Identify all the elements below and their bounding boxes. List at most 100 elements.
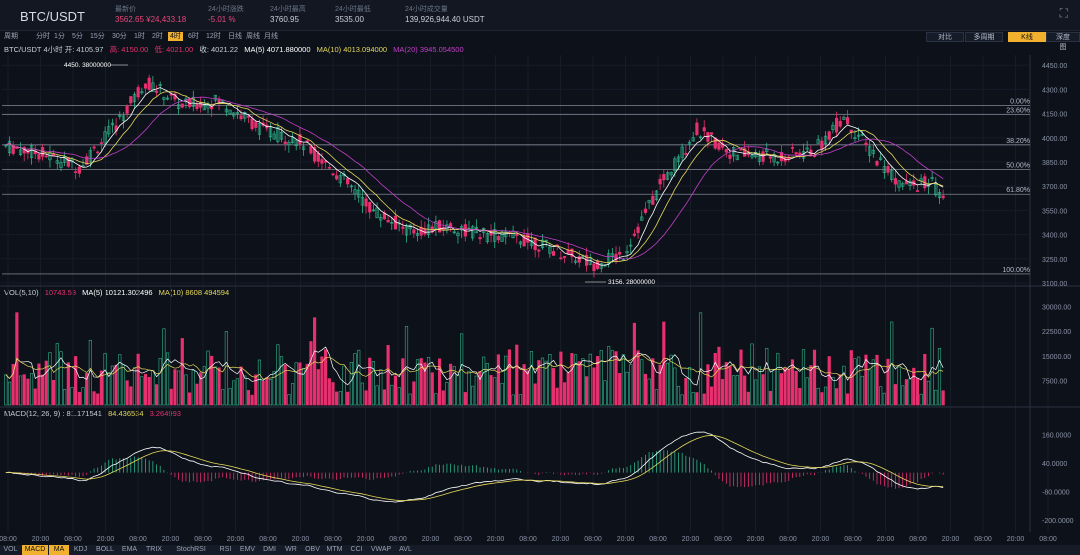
volume-bar <box>621 354 625 406</box>
view-tab-0[interactable]: 对比 <box>926 32 964 42</box>
period-日线[interactable]: 日线 <box>228 33 242 40</box>
time-tick: 08:00 <box>0 536 17 543</box>
volume-bar <box>7 381 12 406</box>
indicator-dmi[interactable]: DMI <box>263 546 276 553</box>
indicator-emv[interactable]: EMV <box>239 546 256 553</box>
stat-label: 最新价 <box>115 6 136 13</box>
indicator-ema[interactable]: EMA <box>121 546 138 553</box>
volume-bar <box>129 386 133 406</box>
indicator-vwap[interactable]: VWAP <box>370 546 392 553</box>
period-周线[interactable]: 周线 <box>246 33 260 40</box>
volume-bar <box>901 385 905 406</box>
candle-body <box>213 94 217 101</box>
time-tick: 08:00 <box>584 536 602 543</box>
volume-bar <box>224 331 228 406</box>
fib-label: 0.00% <box>1010 99 1030 106</box>
volume-bar <box>783 368 787 406</box>
time-tick: 20:00 <box>942 536 960 543</box>
candle-body <box>132 93 137 102</box>
volume-bar <box>537 360 541 406</box>
market-header: BTC/USDT 最新价 3562.65 ¥24,433.18 24小时涨跌 -5.0… <box>0 0 1080 31</box>
period-分时[interactable]: 分时 <box>36 33 50 40</box>
volume-bar <box>474 375 478 406</box>
volume-bar <box>37 363 41 406</box>
volume-bar <box>349 362 353 406</box>
view-tab-2[interactable]: K线 <box>1008 32 1046 42</box>
candle-body <box>676 156 681 162</box>
candle-body <box>353 189 357 195</box>
candle-body <box>544 239 548 242</box>
volume-bar <box>63 389 67 406</box>
indicator-stochrsi[interactable]: StochRSI <box>176 546 206 553</box>
indicator-trix[interactable]: TRIX <box>146 546 162 553</box>
view-tab-1[interactable]: 多周期 <box>965 32 1003 42</box>
volume-bar <box>217 367 221 406</box>
candle-body <box>500 232 504 242</box>
period-1时[interactable]: 1时 <box>134 33 145 40</box>
period-2时[interactable]: 2时 <box>152 33 163 40</box>
volume-bar <box>750 343 754 406</box>
indicator-obv[interactable]: OBV <box>305 546 320 553</box>
indicator-macd[interactable]: MACD <box>22 545 48 555</box>
volume-bar <box>544 360 548 406</box>
indicator-mtm[interactable]: MTM <box>326 546 343 553</box>
period-15分[interactable]: 15分 <box>90 33 105 40</box>
indicator-vol[interactable]: VOL <box>3 546 18 553</box>
volume-bar <box>801 349 806 406</box>
candle-body <box>665 172 670 180</box>
candle-body <box>904 180 908 185</box>
candle-body <box>246 115 251 118</box>
period-6时[interactable]: 6时 <box>188 33 199 40</box>
vol-value: 10743.53 <box>44 288 76 297</box>
candle-body <box>360 196 364 206</box>
period-4时[interactable]: 4时 <box>168 32 183 41</box>
volume-bar <box>346 391 350 406</box>
candle-body <box>445 224 449 230</box>
period-12时[interactable]: 12时 <box>206 33 221 40</box>
volume-bar <box>382 389 387 406</box>
indicator-wr[interactable]: WR <box>285 546 297 553</box>
candle-body <box>426 224 431 236</box>
volume-bar <box>70 387 74 406</box>
indicator-avl[interactable]: AVL <box>399 546 412 553</box>
candle-body <box>669 171 673 176</box>
candle-body <box>537 249 541 252</box>
indicator-ma[interactable]: MA <box>49 545 69 555</box>
volume-bar <box>941 390 945 406</box>
candle-body <box>805 147 809 150</box>
volume-bar <box>180 338 184 406</box>
candle-body <box>625 251 629 254</box>
candle-body <box>710 132 714 135</box>
volume-bar <box>290 383 295 406</box>
volume-bar <box>676 385 681 406</box>
period-label: 周期 <box>4 33 18 40</box>
ma10-line <box>5 91 944 264</box>
period-5分[interactable]: 5分 <box>72 33 83 40</box>
indicator-boll[interactable]: BOLL <box>96 546 114 553</box>
indicator-cci[interactable]: CCI <box>350 546 363 553</box>
period-30分[interactable]: 30分 <box>112 33 127 40</box>
stat-3: 24小时最低 3535.00 <box>335 5 371 25</box>
volume-bar <box>360 382 364 406</box>
candle-body <box>276 127 280 142</box>
volume-bar <box>596 356 600 406</box>
candle-body <box>74 171 78 173</box>
indicator-rsi[interactable]: RSI <box>219 546 232 553</box>
period-1分[interactable]: 1分 <box>54 33 65 40</box>
candle-body <box>338 175 342 184</box>
volume-bar <box>500 382 504 406</box>
indicator-kdj[interactable]: KDJ <box>73 546 88 553</box>
period-月线[interactable]: 月线 <box>264 33 278 40</box>
volume-bar <box>765 348 769 406</box>
fullscreen-icon[interactable]: ⛶ <box>1059 6 1068 20</box>
candle-body <box>739 148 743 151</box>
volume-bar <box>467 370 471 406</box>
volume-bar <box>301 368 306 406</box>
volume-bar <box>4 374 8 406</box>
vol-tick: 22500.00 <box>1042 329 1071 336</box>
volume-bar <box>206 350 210 406</box>
volume-bar <box>316 369 320 406</box>
time-tick: 08:00 <box>649 536 667 543</box>
candle-body <box>632 233 636 236</box>
